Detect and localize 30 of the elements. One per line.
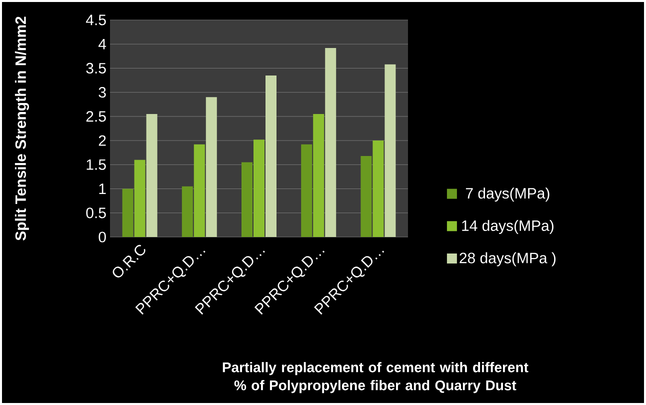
bar bbox=[134, 160, 146, 237]
legend-label: 14 days(MPa) bbox=[462, 220, 554, 234]
bar bbox=[122, 188, 134, 237]
y-tick-label: 4.5 bbox=[86, 14, 106, 26]
legend-label: 28 days(MPa ) bbox=[460, 252, 556, 266]
y-tick-label: 2.5 bbox=[86, 111, 106, 122]
y-tick-label: 4 bbox=[98, 38, 106, 50]
bar bbox=[146, 114, 158, 237]
y-axis-title: Split Tensile Strength in N/mm2 bbox=[14, 16, 29, 240]
bar bbox=[313, 114, 324, 237]
y-tick-label: 3.5 bbox=[86, 62, 106, 74]
y-tick-label: 0.5 bbox=[86, 208, 106, 218]
y-tick-label: 0 bbox=[98, 232, 106, 242]
bar bbox=[194, 144, 205, 237]
bar bbox=[360, 156, 372, 237]
y-tick-label: 3 bbox=[98, 87, 106, 98]
legend-label: 7 days(MPa) bbox=[466, 188, 550, 202]
bar bbox=[301, 144, 312, 237]
bar bbox=[206, 97, 217, 237]
bar bbox=[266, 75, 276, 237]
bar bbox=[182, 186, 193, 237]
y-tick-label: 2 bbox=[98, 135, 106, 146]
x-axis-title: Partially replacement of cement with different % of Polypropylene fiber and Quarry Dust bbox=[222, 362, 528, 394]
bar bbox=[242, 162, 252, 237]
bar bbox=[384, 64, 396, 237]
bar bbox=[254, 140, 264, 237]
y-tick-label: 1 bbox=[99, 184, 106, 194]
bar bbox=[325, 48, 336, 237]
bar bbox=[372, 140, 384, 237]
y-tick-label: 1.5 bbox=[86, 159, 106, 170]
